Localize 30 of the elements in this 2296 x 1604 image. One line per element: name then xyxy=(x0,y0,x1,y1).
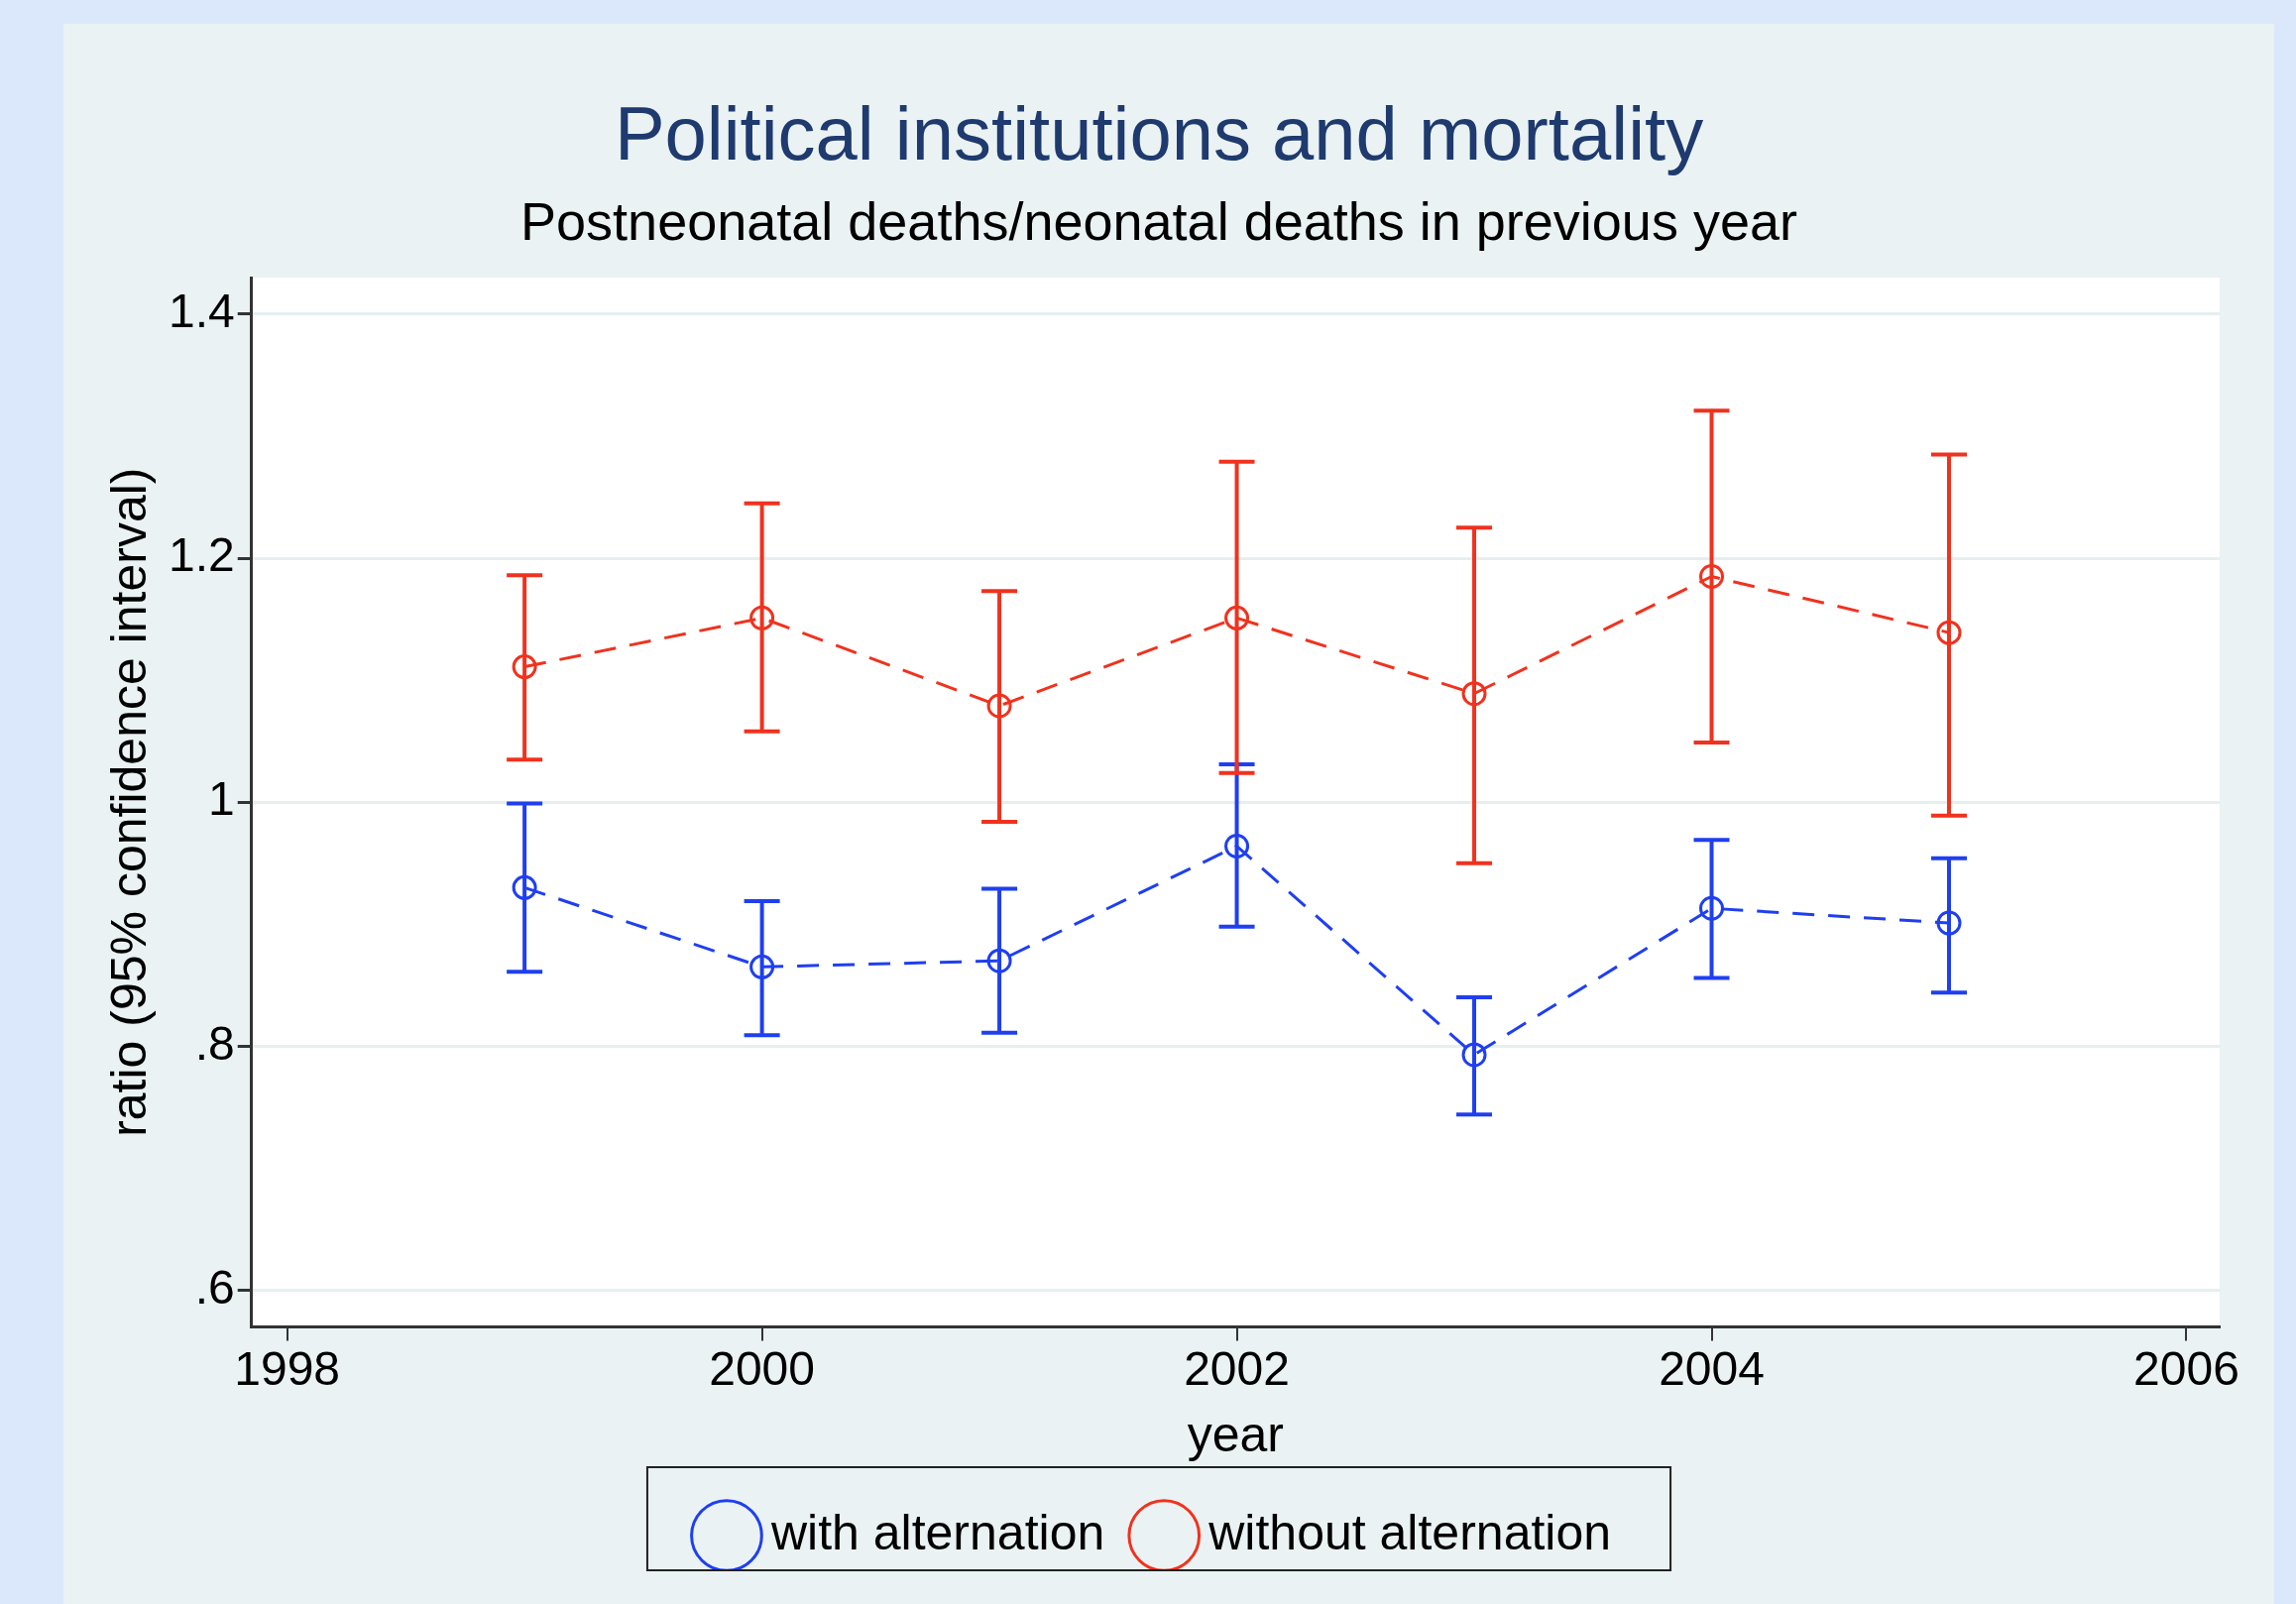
point xyxy=(749,954,775,979)
y-axis-title: ratio (95% confidence interval) xyxy=(100,467,157,1137)
legend-label: with alternation xyxy=(769,1504,1105,1560)
point xyxy=(1699,564,1725,590)
point xyxy=(512,874,537,900)
y-tick-label: 1.4 xyxy=(168,285,235,338)
x-tick-label: 2000 xyxy=(709,1342,815,1396)
point xyxy=(749,605,775,630)
legend-label: without alternation xyxy=(1207,1504,1612,1560)
y-tick-label: .8 xyxy=(194,1016,235,1070)
x-tick-label: 1998 xyxy=(234,1342,341,1396)
chart-subtitle: Postneonatal deaths/neonatal deaths in previous year xyxy=(520,191,1797,252)
point xyxy=(1224,834,1250,859)
point xyxy=(1461,1042,1487,1068)
point xyxy=(1461,681,1487,707)
y-tick-label: 1.2 xyxy=(168,528,235,582)
x-axis-title: year xyxy=(1187,1406,1284,1462)
point xyxy=(1224,605,1250,630)
chart-title: Political institutions and mortality xyxy=(614,90,1704,175)
x-tick-label: 2002 xyxy=(1184,1342,1290,1396)
point xyxy=(986,693,1012,719)
point xyxy=(1936,620,1962,645)
point xyxy=(512,654,537,680)
y-tick-label: 1 xyxy=(208,772,235,826)
y-tick-label: .6 xyxy=(194,1260,235,1314)
point xyxy=(1699,895,1725,921)
x-tick-label: 2004 xyxy=(1659,1342,1765,1396)
point xyxy=(986,948,1012,974)
x-tick-label: 2006 xyxy=(2133,1342,2239,1396)
point xyxy=(1936,910,1962,936)
